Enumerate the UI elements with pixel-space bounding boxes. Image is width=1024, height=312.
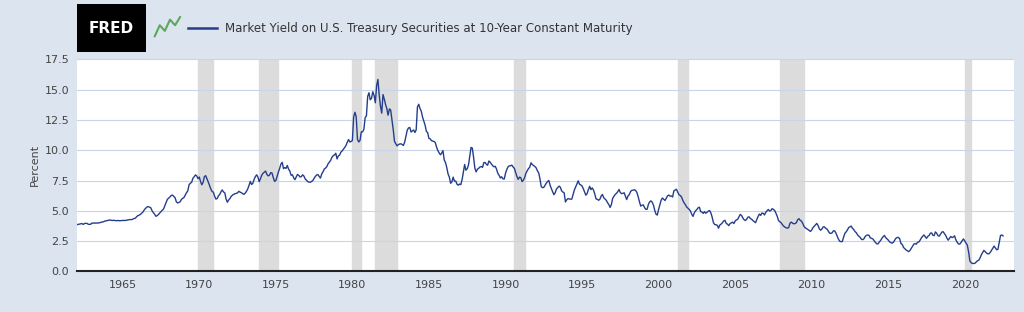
Bar <box>780 59 804 271</box>
Bar <box>678 59 688 271</box>
Bar <box>514 59 524 271</box>
Text: FRED: FRED <box>89 21 134 36</box>
Bar <box>376 59 397 271</box>
Text: Market Yield on U.S. Treasury Securities at 10-Year Constant Maturity: Market Yield on U.S. Treasury Securities… <box>225 22 633 35</box>
Bar <box>198 59 213 271</box>
Y-axis label: Percent: Percent <box>31 144 40 187</box>
Bar <box>352 59 361 271</box>
Bar <box>259 59 279 271</box>
Bar <box>965 59 971 271</box>
FancyBboxPatch shape <box>77 4 146 52</box>
